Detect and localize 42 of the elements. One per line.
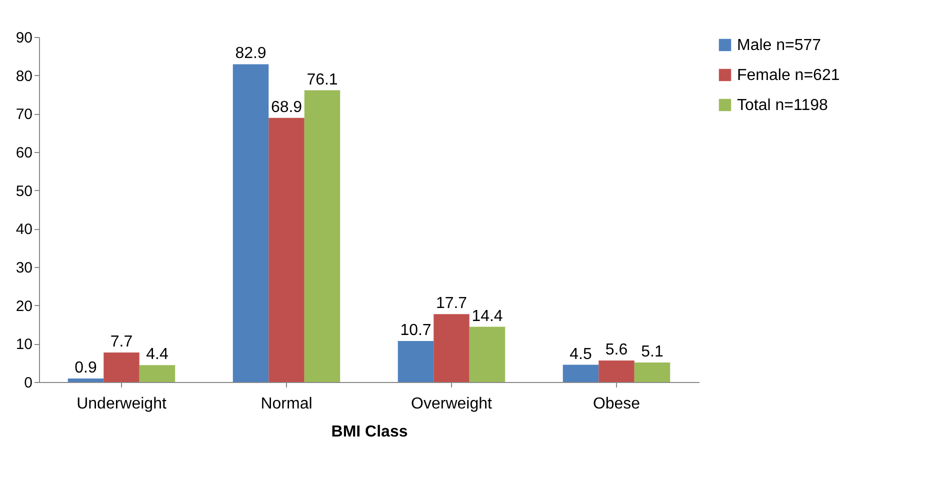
y-tick-label: 40	[16, 221, 32, 238]
data-label: 68.9	[270, 98, 302, 116]
x-tick-label: Underweight	[76, 396, 167, 412]
bar	[232, 64, 269, 382]
y-tick-label: 80	[16, 68, 32, 85]
legend-label: Female n=621	[737, 67, 840, 84]
y-tick-label: 70	[16, 106, 32, 124]
y-tick-label: 60	[16, 144, 32, 162]
bar	[634, 362, 670, 382]
x-tick-label: Normal	[260, 396, 312, 412]
data-label: 7.7	[110, 333, 133, 350]
x-tick-label: Obese	[592, 396, 640, 412]
bar	[562, 364, 599, 382]
data-label: 4.5	[570, 346, 592, 363]
x-axis-title: BMI Class	[331, 424, 408, 440]
data-label: 0.9	[74, 360, 97, 377]
bar	[139, 365, 176, 382]
bar	[398, 340, 434, 382]
legend-label: Male n=577	[737, 37, 822, 54]
bar	[434, 314, 470, 382]
y-tick-label: 0	[24, 374, 32, 392]
y-tick-label: 30	[16, 260, 32, 276]
x-tick-label: Overweight	[411, 396, 493, 412]
bar	[304, 90, 340, 382]
legend-label: Total n=1198	[737, 97, 828, 114]
bar	[469, 326, 506, 382]
data-label: 10.7	[400, 322, 432, 339]
data-label: 82.9	[235, 45, 266, 62]
data-label: 17.7	[436, 295, 468, 312]
bar	[68, 378, 104, 382]
bar	[268, 118, 304, 382]
data-label: 76.1	[306, 71, 338, 88]
y-tick-label: 20	[16, 298, 32, 315]
bar	[104, 352, 140, 382]
data-label: 5.6	[605, 342, 628, 359]
y-tick-label: 50	[16, 182, 32, 200]
data-label: 4.4	[146, 346, 168, 364]
bar	[598, 360, 634, 382]
y-tick-label: 90	[16, 30, 32, 46]
y-tick-label: 10	[16, 336, 32, 354]
data-label: 5.1	[641, 343, 664, 360]
data-label: 14.4	[472, 308, 503, 325]
